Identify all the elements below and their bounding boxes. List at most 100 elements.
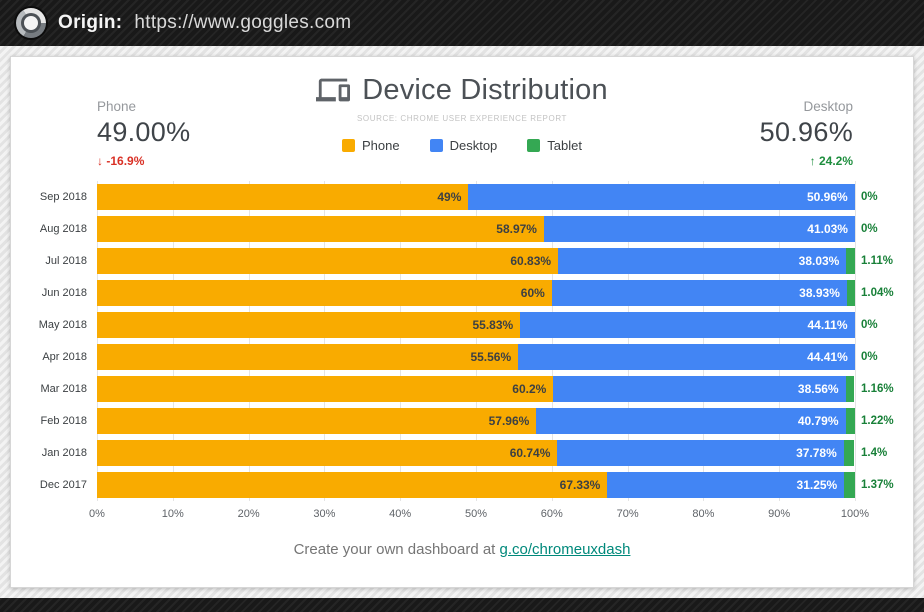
gridline <box>324 181 326 501</box>
phone-bar-segment[interactable]: 60.83% <box>97 248 559 274</box>
x-tick-label: 100% <box>840 508 870 520</box>
tablet-bar-segment[interactable] <box>846 248 855 274</box>
origin-url: https://www.goggles.com <box>134 12 352 33</box>
stacked-bar: 60% 38.93% 1.04% <box>97 280 894 306</box>
desktop-bar-segment[interactable]: 44.11% <box>520 312 855 338</box>
desktop-bar-segment[interactable]: 50.96% <box>468 184 855 210</box>
chrome-icon-hub <box>24 16 38 30</box>
gridlines <box>97 181 856 501</box>
phone-bar-segment[interactable]: 57.96% <box>97 408 537 434</box>
desktop-bar-segment[interactable]: 31.25% <box>607 472 845 498</box>
x-axis: 0% 10% 20% 30% 40% 50% 60% 70% 80% 90% 100% <box>89 501 869 525</box>
phone-value-label: 55.56% <box>470 350 512 364</box>
phone-bar-segment[interactable]: 58.97% <box>97 216 544 242</box>
chart-subtitle: SOURCE: CHROME USER EXPERIENCE REPORT <box>356 114 568 123</box>
tablet-bar-segment[interactable] <box>846 280 855 306</box>
gridline <box>779 181 781 501</box>
phone-bar-segment[interactable]: 55.56% <box>97 344 519 370</box>
footer-note: Create your own dashboard at g.co/chrome… <box>11 541 913 558</box>
tablet-bar-segment[interactable] <box>844 472 855 498</box>
x-tick-label: 0% <box>89 508 105 520</box>
phone-value-label: 57.96% <box>488 414 530 428</box>
legend-label-tablet: Tablet <box>547 138 582 153</box>
down-arrow-icon: ↓ <box>97 154 103 168</box>
chart-row: Apr 2018 55.56% 44.41% 0% <box>11 341 913 373</box>
desktop-stat-value: 50.96% <box>759 117 853 147</box>
desktop-bar-segment[interactable]: 40.79% <box>536 408 846 434</box>
desktop-stat: Desktop 50.96% ↑ 24.2% <box>760 99 853 168</box>
stacked-bar: 55.83% 44.11% 0% <box>97 312 878 338</box>
desktop-delta-value: 24.2% <box>818 154 853 168</box>
phone-bar-segment[interactable]: 60.74% <box>97 440 558 466</box>
phone-value-label: 60.83% <box>510 254 552 268</box>
gridline <box>97 181 98 501</box>
desktop-bar-segment[interactable]: 38.03% <box>558 248 847 274</box>
footer-link[interactable]: g.co/chromeuxdash <box>499 541 631 558</box>
tablet-value-label: 1.16% <box>861 383 894 395</box>
tablet-bar-segment[interactable] <box>845 408 855 434</box>
title-block: Device Distribution SOURCE: CHROME USER … <box>11 57 913 153</box>
desktop-value-label: 38.93% <box>799 286 840 300</box>
desktop-value-label: 31.25% <box>796 478 838 492</box>
phone-bar-segment[interactable]: 67.33% <box>97 472 608 498</box>
phone-value-label: 67.33% <box>559 478 601 492</box>
tablet-bar-segment[interactable] <box>845 376 855 402</box>
tablet-value-label: 1.4% <box>861 447 888 459</box>
chart-row: May 2018 55.83% 44.11% 0% <box>11 309 913 341</box>
category-label: Jun 2018 <box>41 287 87 299</box>
x-tick-label: 80% <box>692 508 715 520</box>
category-label: May 2018 <box>38 319 87 331</box>
phone-delta-value: -16.9% <box>106 154 145 168</box>
x-tick-label: 60% <box>540 508 563 520</box>
phone-bar-segment[interactable]: 60.2% <box>97 376 554 402</box>
desktop-stat-label: Desktop <box>803 99 853 114</box>
stacked-bar: 60.83% 38.03% 1.11% <box>97 248 893 274</box>
category-label: Jan 2018 <box>41 447 87 459</box>
tablet-value-label: 1.37% <box>861 479 894 491</box>
desktop-bar-segment[interactable]: 38.93% <box>551 280 847 306</box>
chart-row: Jul 2018 60.83% 38.03% 1.11% <box>11 245 913 277</box>
category-label: Mar 2018 <box>40 383 87 395</box>
devices-icon <box>316 73 351 107</box>
desktop-bar-segment[interactable]: 37.78% <box>557 440 844 466</box>
phone-bar-segment[interactable]: 60% <box>97 280 552 306</box>
chart-rows: Sep 2018 49% 50.96% 0% Aug 2018 58.97% 41.03% 0… <box>11 181 913 501</box>
desktop-bar-segment[interactable]: 38.56% <box>553 376 846 402</box>
desktop-value-label: 40.79% <box>797 414 839 428</box>
up-arrow-icon: ↑ <box>809 154 816 168</box>
desktop-bar-segment[interactable]: 44.41% <box>518 344 855 370</box>
phone-value-label: 60% <box>520 286 545 300</box>
origin-label: Origin: <box>58 12 123 33</box>
stacked-bar: 57.96% 40.79% 1.22% <box>97 408 894 434</box>
chrome-icon <box>16 8 46 38</box>
tablet-bar-segment[interactable] <box>843 440 855 466</box>
phone-bar-segment[interactable]: 49% <box>97 184 469 210</box>
x-tick-label: 40% <box>389 508 412 520</box>
tablet-value-label: 0% <box>861 351 878 363</box>
desktop-value-label: 44.41% <box>807 350 848 364</box>
dashboard-stage: Phone 49.00% ↓ -16.9% Device <box>0 46 924 598</box>
legend-item-desktop: Desktop <box>429 138 498 153</box>
tablet-swatch <box>527 139 541 152</box>
gridline <box>172 181 174 501</box>
stacked-bar: 60.2% 38.56% 1.16% <box>97 376 894 402</box>
legend-item-phone: Phone <box>342 138 400 153</box>
desktop-stat-delta: ↑ 24.2% <box>760 154 853 168</box>
category-label: Aug 2018 <box>39 223 87 235</box>
chart-row: Feb 2018 57.96% 40.79% 1.22% <box>11 405 913 437</box>
chart-row: Dec 2017 67.33% 31.25% 1.37% <box>11 469 913 501</box>
tablet-value-label: 0% <box>861 223 878 235</box>
desktop-bar-segment[interactable]: 41.03% <box>543 216 855 242</box>
legend-label-desktop: Desktop <box>449 138 498 153</box>
phone-stat-value: 49.00% <box>97 117 191 147</box>
gridline <box>703 181 705 501</box>
tablet-value-label: 1.04% <box>861 287 894 299</box>
legend: Phone Desktop Tablet <box>11 138 913 153</box>
phone-stat-label: Phone <box>97 99 137 114</box>
desktop-value-label: 41.03% <box>807 222 848 236</box>
x-tick-label: 50% <box>464 508 488 520</box>
category-label: Feb 2018 <box>40 415 87 427</box>
phone-bar-segment[interactable]: 55.83% <box>97 312 521 338</box>
stacked-bar: 49% 50.96% 0% <box>97 184 878 210</box>
